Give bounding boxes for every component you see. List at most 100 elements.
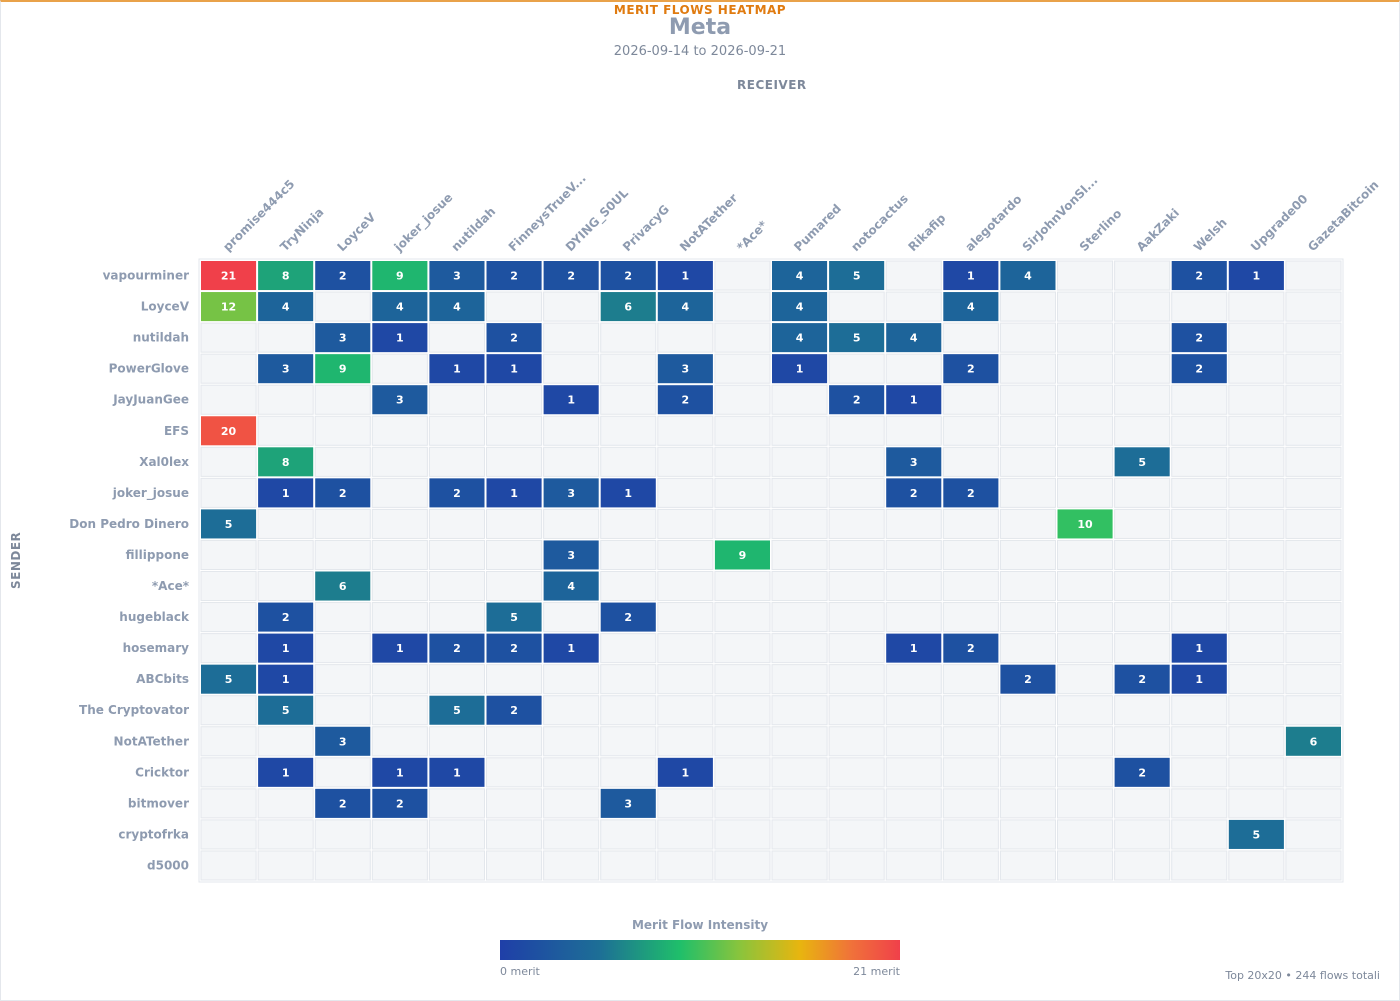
heatmap-cell[interactable]	[942, 757, 999, 788]
heatmap-cell[interactable]	[999, 353, 1057, 384]
heatmap-cell[interactable]	[885, 726, 942, 757]
heatmap-cell[interactable]	[1057, 260, 1114, 291]
heatmap-cell[interactable]	[600, 571, 657, 602]
heatmap-cell[interactable]	[1171, 695, 1228, 726]
heatmap-cell[interactable]	[657, 292, 713, 322]
heatmap-cell[interactable]	[885, 819, 942, 850]
heatmap-cell[interactable]	[371, 664, 428, 695]
heatmap-cell[interactable]	[829, 261, 885, 291]
heatmap-cell[interactable]	[828, 571, 885, 602]
heatmap-cell[interactable]	[200, 757, 257, 788]
heatmap-cell[interactable]	[428, 508, 485, 539]
heatmap-cell[interactable]	[942, 508, 999, 539]
heatmap-cell[interactable]	[714, 260, 771, 291]
heatmap-cell[interactable]	[1285, 819, 1342, 850]
heatmap-cell[interactable]	[999, 415, 1057, 446]
heatmap-cell[interactable]	[1228, 508, 1285, 539]
heatmap-cell[interactable]	[1114, 757, 1170, 787]
heatmap-cell[interactable]	[314, 446, 371, 477]
heatmap-cell[interactable]	[1285, 384, 1342, 415]
heatmap-cell[interactable]	[314, 602, 371, 633]
heatmap-cell[interactable]	[1285, 602, 1342, 633]
heatmap-cell[interactable]	[999, 602, 1057, 633]
heatmap-cell[interactable]	[314, 757, 371, 788]
heatmap-cell[interactable]	[772, 354, 828, 384]
heatmap-cell[interactable]	[657, 695, 714, 726]
heatmap-cell[interactable]	[543, 478, 599, 508]
heatmap-cell[interactable]	[942, 695, 999, 726]
heatmap-cell[interactable]	[771, 695, 828, 726]
heatmap-cell[interactable]	[885, 508, 942, 539]
heatmap-cell[interactable]	[371, 539, 428, 571]
heatmap-cell[interactable]	[372, 385, 428, 415]
heatmap-cell[interactable]	[1114, 602, 1171, 633]
heatmap-cell[interactable]	[1057, 664, 1114, 695]
heatmap-cell[interactable]	[1114, 447, 1170, 477]
heatmap-cell[interactable]	[1285, 477, 1342, 508]
heatmap-cell[interactable]	[486, 695, 542, 725]
heatmap-cell[interactable]	[543, 757, 600, 788]
heatmap-cell[interactable]	[1057, 726, 1114, 757]
heatmap-cell[interactable]	[486, 446, 543, 477]
heatmap-cell[interactable]	[1057, 633, 1114, 664]
heatmap-cell[interactable]	[828, 695, 885, 726]
heatmap-cell[interactable]	[1057, 291, 1114, 322]
heatmap-cell[interactable]	[1114, 819, 1171, 850]
heatmap-cell[interactable]	[657, 539, 714, 571]
heatmap-cell[interactable]	[1114, 322, 1171, 353]
heatmap-cell[interactable]	[771, 602, 828, 633]
heatmap-cell[interactable]	[999, 322, 1057, 353]
heatmap-cell[interactable]	[1228, 633, 1285, 664]
heatmap-cell[interactable]	[1057, 788, 1114, 819]
heatmap-cell[interactable]	[942, 322, 999, 353]
heatmap-cell[interactable]	[600, 819, 657, 850]
heatmap-cell[interactable]	[885, 415, 942, 446]
heatmap-cell[interactable]	[201, 292, 257, 322]
heatmap-cell[interactable]	[1228, 571, 1285, 602]
heatmap-cell[interactable]	[543, 788, 600, 819]
heatmap-cell[interactable]	[829, 323, 885, 353]
heatmap-cell[interactable]	[1171, 415, 1228, 446]
heatmap-cell[interactable]	[771, 850, 828, 881]
heatmap-cell[interactable]	[771, 633, 828, 664]
heatmap-cell[interactable]	[201, 261, 257, 291]
heatmap-cell[interactable]	[999, 757, 1057, 788]
heatmap-cell[interactable]	[828, 757, 885, 788]
heatmap-cell[interactable]	[657, 850, 714, 881]
heatmap-cell[interactable]	[657, 819, 714, 850]
heatmap-cell[interactable]	[200, 571, 257, 602]
heatmap-cell[interactable]	[200, 695, 257, 726]
heatmap-cell[interactable]	[1171, 819, 1228, 850]
heatmap-cell[interactable]	[1057, 509, 1113, 539]
heatmap-cell[interactable]	[428, 664, 485, 695]
heatmap-cell[interactable]	[657, 477, 714, 508]
heatmap-cell[interactable]	[371, 726, 428, 757]
heatmap-cell[interactable]	[943, 261, 999, 291]
heatmap-cell[interactable]	[1285, 664, 1342, 695]
heatmap-cell[interactable]	[200, 446, 257, 477]
heatmap-cell[interactable]	[429, 261, 485, 291]
heatmap-cell[interactable]	[486, 323, 542, 353]
heatmap-cell[interactable]	[885, 291, 942, 322]
heatmap-cell[interactable]	[943, 633, 999, 663]
heatmap-cell[interactable]	[885, 664, 942, 695]
heatmap-cell[interactable]	[657, 571, 714, 602]
heatmap-cell[interactable]	[200, 633, 257, 664]
heatmap-cell[interactable]	[543, 819, 600, 850]
heatmap-cell[interactable]	[314, 695, 371, 726]
heatmap-cell[interactable]	[1228, 477, 1285, 508]
heatmap-cell[interactable]	[600, 633, 657, 664]
heatmap-cell[interactable]	[999, 633, 1057, 664]
heatmap-cell[interactable]	[486, 726, 543, 757]
heatmap-cell[interactable]	[200, 477, 257, 508]
heatmap-cell[interactable]	[371, 571, 428, 602]
heatmap-cell[interactable]	[714, 664, 771, 695]
heatmap-cell[interactable]	[885, 539, 942, 571]
heatmap-cell[interactable]	[543, 322, 600, 353]
heatmap-cell[interactable]	[828, 291, 885, 322]
heatmap-cell[interactable]	[828, 726, 885, 757]
heatmap-cell[interactable]	[1057, 446, 1114, 477]
heatmap-cell[interactable]	[714, 446, 771, 477]
heatmap-cell[interactable]	[258, 695, 314, 725]
heatmap-cell[interactable]	[600, 788, 656, 818]
